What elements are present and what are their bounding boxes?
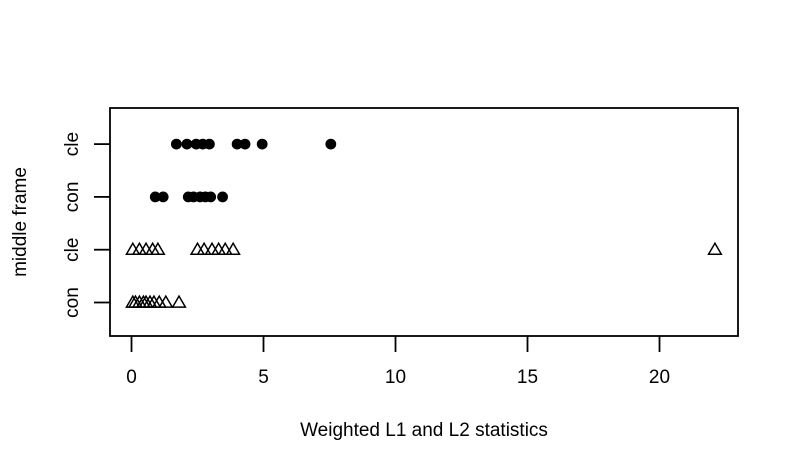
- x-tick-label: 15: [517, 367, 538, 388]
- x-tick-label: 20: [649, 367, 670, 388]
- y-category-label: cle: [62, 238, 83, 262]
- data-point-circle: [256, 138, 268, 150]
- data-point-triangle: [158, 294, 174, 308]
- data-point-triangle: [189, 241, 206, 256]
- data-point-circle: [170, 138, 182, 150]
- x-tick-label: 10: [385, 367, 406, 388]
- data-point-circle: [205, 191, 217, 203]
- y-category-label: con: [62, 287, 83, 318]
- data-point-circle: [239, 138, 251, 150]
- data-point-triangle: [196, 241, 212, 256]
- data-point-circle: [203, 138, 215, 150]
- data-point-circle: [217, 191, 228, 203]
- y-category-label: con: [62, 182, 83, 213]
- data-point-circle: [231, 138, 243, 150]
- plot-box: [109, 107, 739, 337]
- data-point-triangle: [707, 241, 723, 256]
- data-point-triangle: [150, 241, 166, 256]
- data-point-triangle: [138, 241, 154, 256]
- data-point-triangle: [225, 241, 241, 256]
- data-point-circle: [157, 191, 169, 203]
- data-point-circle: [181, 138, 193, 150]
- data-point-triangle: [131, 241, 148, 256]
- plot-generated-content: 0 5 10 15 20 con cle con cle: [62, 107, 739, 388]
- data-point-triangle: [210, 241, 227, 256]
- y-axis-title: middle frame: [10, 167, 31, 277]
- x-tick-label: 0: [126, 367, 137, 388]
- data-point-triangle: [217, 241, 233, 256]
- x-axis-title: Weighted L1 and L2 statistics: [300, 420, 548, 441]
- data-point-triangle: [171, 294, 187, 308]
- y-category-label: cle: [62, 132, 83, 156]
- data-point-circle: [325, 138, 337, 150]
- x-tick-label: 5: [258, 367, 269, 388]
- data-point-triangle: [125, 241, 141, 256]
- data-point-circle: [149, 191, 161, 203]
